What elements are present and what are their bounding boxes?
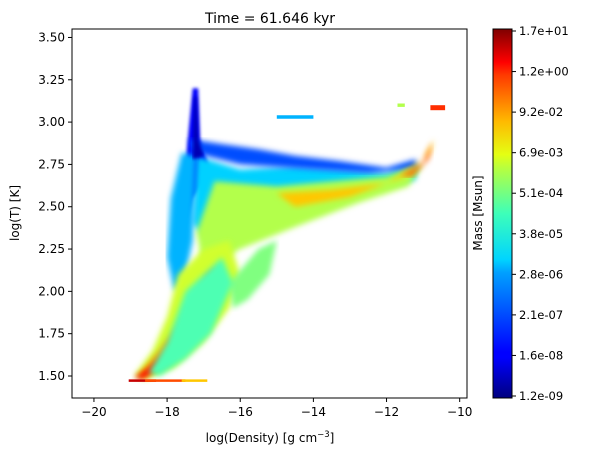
hot-ridge-tip	[401, 142, 433, 177]
x-tick-label: −16	[228, 405, 253, 419]
plot-area	[71, 28, 468, 399]
left-shoulder	[167, 152, 197, 292]
x-tick-label: −12	[374, 405, 399, 419]
x-axis-label: log(Density) [g cm−3]	[206, 430, 335, 445]
colorbar-tick-label: 6.9e-03	[519, 146, 563, 160]
y-tick-label: 1.50	[38, 369, 65, 383]
colorbar-tick-label: 5.1e-04	[519, 186, 563, 200]
y-axis: 1.50 1.75 2.00 2.25 2.50 2.75 3.00 3.25 3.50	[38, 30, 72, 383]
blue-spike-core	[192, 96, 204, 160]
x-tick-label: −10	[447, 405, 472, 419]
upper-dotted-strip	[276, 115, 314, 119]
y-tick-label: 3.50	[38, 30, 65, 44]
chart-title: Time = 61.646 kyr	[204, 11, 335, 27]
y-tick-label: 2.50	[38, 200, 65, 214]
y-tick-label: 2.00	[38, 284, 65, 298]
y-tick-label: 2.25	[38, 242, 65, 256]
colorbar-gradient	[492, 28, 513, 399]
colorbar-label: Mass [Msun]	[471, 175, 485, 250]
lower-green-tail	[148, 257, 233, 376]
x-tick-label: −14	[301, 405, 326, 419]
right-lower-arm	[229, 240, 277, 309]
y-axis-label: log(T) [K]	[8, 185, 22, 241]
colorbar-tick-label: 9.2e-02	[519, 105, 563, 119]
x-tick-label: −18	[154, 405, 179, 419]
top-right-tip-green	[397, 103, 405, 107]
x-axis: −20 −18 −16 −14 −12 −10	[81, 398, 472, 419]
top-right-tip	[430, 105, 446, 111]
colorbar-tick-label: 1.7e+01	[519, 24, 569, 38]
colorbar-tick-label: 1.6e-08	[519, 348, 563, 362]
colorbar-tick-label: 1.2e+00	[519, 65, 569, 79]
y-tick-label: 3.00	[38, 115, 65, 129]
axes-frame	[71, 28, 468, 399]
x-axis-label-exponent: −3	[317, 430, 330, 440]
colorbar-tick-label: 3.8e-05	[519, 227, 563, 241]
colorbar-tick-label: 2.1e-07	[519, 308, 563, 322]
colorbar: 1.2e-09 1.6e-08 2.1e-07 2.8e-06 3.8e-05 5.1e-…	[471, 24, 569, 403]
y-tick-label: 1.75	[38, 327, 65, 341]
mid-band	[196, 164, 424, 272]
bottom-yellow-base	[181, 379, 208, 382]
colorbar-tick-label: 2.8e-06	[519, 267, 563, 281]
y-tick-label: 3.25	[38, 73, 65, 87]
density-regions	[128, 88, 446, 382]
x-tick-label: −20	[81, 405, 106, 419]
hot-ridge	[276, 139, 435, 207]
y-tick-label: 2.75	[38, 157, 65, 171]
upper-edge	[189, 139, 416, 173]
colorbar-ticks: 1.2e-09 1.6e-08 2.1e-07 2.8e-06 3.8e-05 5.1e-…	[512, 24, 569, 403]
colorbar-tick-label: 1.2e-09	[519, 389, 563, 403]
bottom-orange-base	[145, 379, 186, 382]
